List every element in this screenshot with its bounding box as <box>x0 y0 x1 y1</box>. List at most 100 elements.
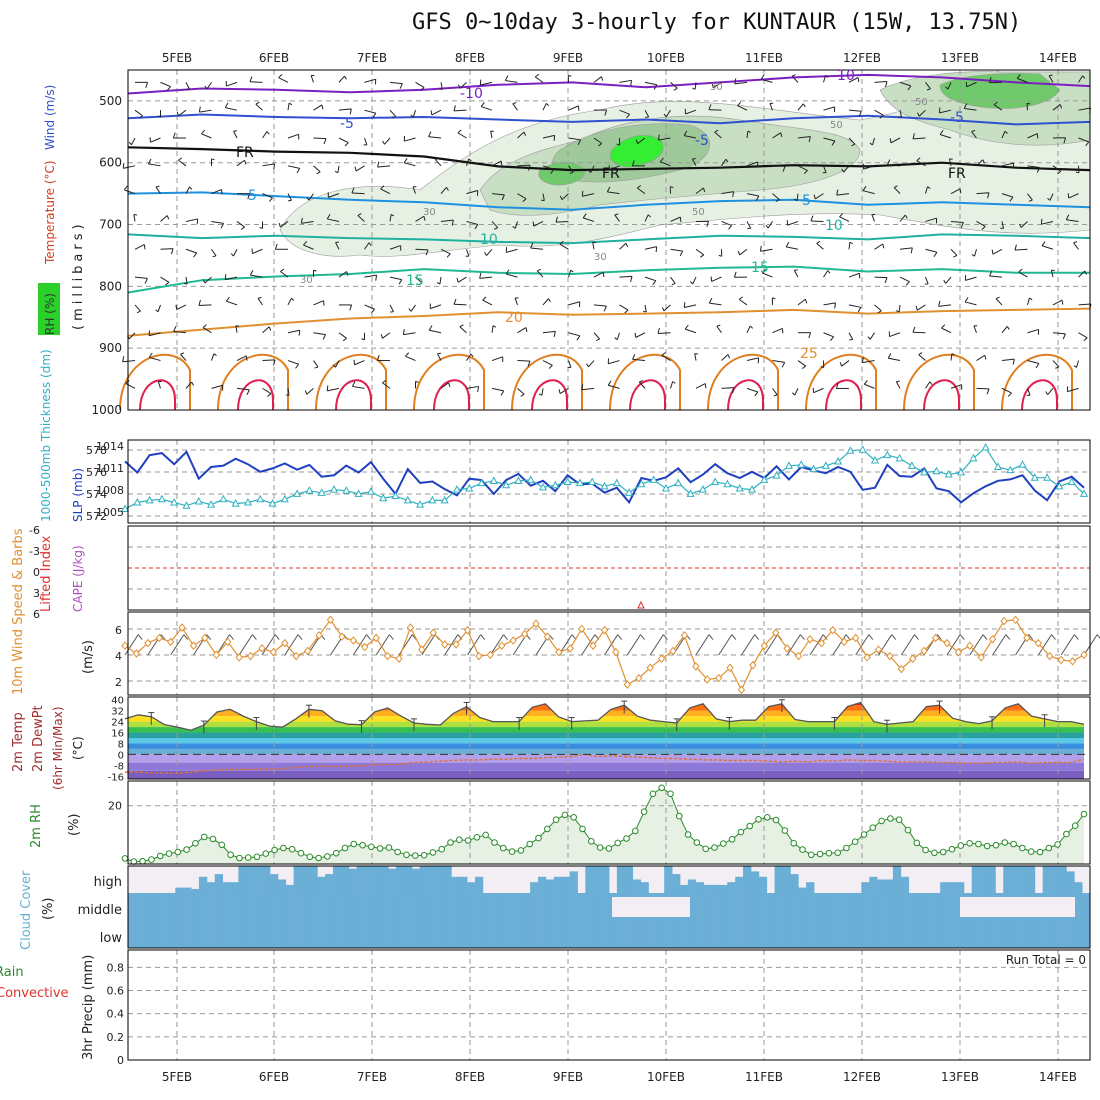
wind-barb <box>157 115 161 118</box>
cloud-cell <box>183 887 192 893</box>
wind-barb <box>1068 193 1079 199</box>
cloud-cell <box>167 893 176 920</box>
wind-barb <box>823 165 827 173</box>
cloud-cell <box>260 893 270 920</box>
cloud-cell <box>808 893 817 920</box>
wind10m-marker <box>1034 638 1042 648</box>
wind-barb <box>661 307 665 312</box>
axis-label: 10m Wind Speed & Barbs <box>11 528 26 695</box>
y-tick-label: 0 <box>33 566 40 579</box>
wind-barb <box>247 193 251 200</box>
wind-barb <box>683 130 688 136</box>
wind10m-marker <box>760 641 768 650</box>
thickness-marker <box>698 485 707 493</box>
cloud-cell <box>784 893 794 920</box>
thickness-marker <box>895 453 904 462</box>
wind-barb <box>440 187 447 194</box>
wind-barb <box>670 186 674 189</box>
wind-barb <box>308 193 314 201</box>
wind-barb <box>1041 220 1054 225</box>
isotherm-label: -5 <box>950 110 964 126</box>
cloud-cell <box>339 893 348 920</box>
wind-barb <box>326 385 329 391</box>
wind10m-marker <box>555 647 563 657</box>
wind-barb <box>1076 360 1079 368</box>
wind-barb <box>466 249 470 257</box>
wind-barb <box>148 163 161 167</box>
cloud-cell <box>777 893 786 920</box>
cloud-cell <box>214 893 223 920</box>
wind-barb <box>692 276 697 285</box>
slp-line <box>124 450 1085 505</box>
cloud-cell <box>417 893 426 920</box>
wind-barb <box>166 86 171 91</box>
temperature-frame <box>127 696 1091 780</box>
wind-barb <box>437 353 442 361</box>
rh2m-marker <box>500 844 507 852</box>
wind-barb <box>555 216 558 223</box>
wind10m-barb <box>274 634 280 640</box>
rh2m-marker <box>544 825 551 833</box>
rh-label: 50 <box>915 97 928 108</box>
wind-barb <box>631 160 635 167</box>
cloud-cell <box>293 866 302 893</box>
wind-barb <box>143 244 146 250</box>
wind-barb <box>848 332 854 340</box>
cloud-cell <box>409 920 418 948</box>
cloud-cell <box>605 893 614 920</box>
wind-barb <box>150 137 161 143</box>
wind-barb <box>474 224 479 230</box>
wind-barb <box>973 325 977 333</box>
wind-barb <box>708 104 712 110</box>
wind-barb <box>769 103 773 111</box>
cloud-cell <box>534 920 543 948</box>
thickness-marker <box>256 494 265 503</box>
wind-barb <box>457 84 461 89</box>
cloud-cell <box>691 893 700 920</box>
wind-barb <box>989 275 1003 278</box>
wind-barb <box>746 387 758 393</box>
axis-label: 2m Temp <box>11 712 26 772</box>
rh2m-marker <box>851 838 859 846</box>
y-tick-label: 6 <box>115 624 122 637</box>
wind-barb <box>410 304 416 312</box>
cloud-cell <box>565 893 575 920</box>
cloud-cell <box>792 893 802 920</box>
temperature-band <box>128 762 1084 771</box>
wind-barb <box>624 309 629 314</box>
wind10m-marker <box>612 647 620 657</box>
wind-barb <box>652 280 657 286</box>
wind10m-marker <box>361 642 369 652</box>
cloud-cell <box>558 893 567 920</box>
cloud-cell <box>581 920 590 948</box>
cloud-cell <box>526 893 536 920</box>
wind-barb <box>614 213 619 216</box>
wind-barb <box>609 165 620 171</box>
wind-barb <box>794 198 798 202</box>
wind-barb <box>334 170 339 174</box>
cloud-cell <box>277 879 287 893</box>
wind-barb <box>314 366 319 369</box>
axis-label: CAPE (J/kg) <box>71 545 85 612</box>
wind-barb <box>634 332 637 338</box>
wind-barb <box>619 79 632 83</box>
wind10m-barb <box>512 634 527 656</box>
wind10m-marker <box>646 663 654 673</box>
y-tick-label: 1000 <box>91 403 122 417</box>
wind-barb <box>155 185 160 188</box>
cloud-cell <box>191 888 200 893</box>
wind-barb <box>211 248 217 257</box>
rh2m-marker <box>1027 848 1035 855</box>
wind-barb <box>131 137 136 145</box>
wind10m-marker <box>715 673 723 683</box>
wind-barb <box>1018 268 1023 273</box>
cloud-cell <box>182 893 191 920</box>
thickness-marker <box>588 477 597 486</box>
wind-barb <box>138 115 143 119</box>
wind-barb <box>926 88 931 91</box>
wind-barb <box>657 332 671 334</box>
isotherm-label: 5 <box>248 188 257 204</box>
isotherm-line <box>127 265 1090 294</box>
thickness-marker <box>735 483 744 492</box>
wind10m-marker <box>623 680 631 689</box>
